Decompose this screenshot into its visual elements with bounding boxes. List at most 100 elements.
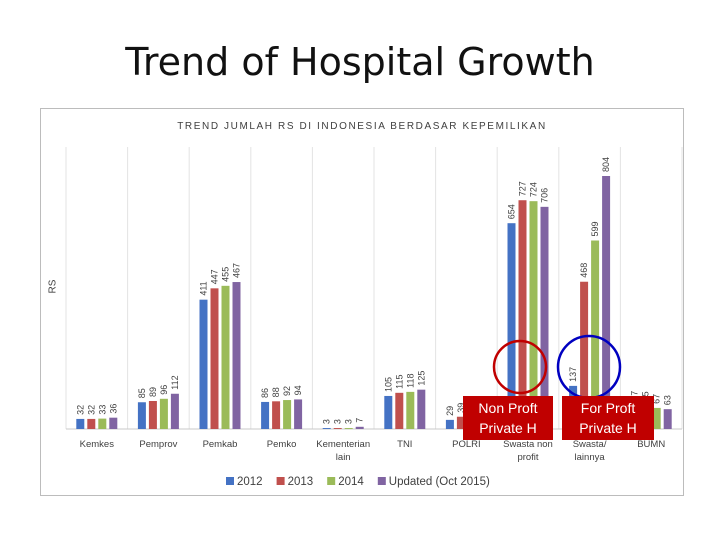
bar (272, 401, 281, 429)
x-tick-label: Pemkab (203, 439, 238, 450)
bar (232, 282, 241, 429)
x-tick-label: BUMN (637, 439, 665, 450)
legend-swatch (226, 477, 234, 485)
data-label: 137 (568, 367, 578, 382)
data-label: 411 (199, 281, 209, 295)
data-label: 94 (293, 385, 303, 395)
x-tick-label: Pemko (267, 439, 297, 450)
data-label: 33 (97, 405, 107, 415)
x-tick-label: profit (517, 452, 538, 463)
annotation-line: For Proft (580, 400, 636, 416)
bar (294, 399, 303, 429)
data-label: 92 (282, 386, 292, 396)
data-label: 115 (394, 374, 404, 388)
bar (652, 407, 661, 429)
bar (417, 389, 426, 429)
data-label: 32 (86, 405, 96, 415)
legend-label: 2013 (288, 476, 314, 488)
data-label: 67 (652, 394, 662, 404)
bar (221, 285, 230, 429)
chart-title: TREND JUMLAH RS DI INDONESIA BERDASAR KE… (177, 121, 547, 132)
data-label: 7 (355, 418, 365, 423)
bar (602, 176, 611, 429)
slide-title: Trend of Hospital Growth (125, 40, 595, 84)
data-label: 727 (518, 181, 528, 196)
bar (322, 428, 331, 429)
bar (87, 418, 96, 429)
bar (456, 416, 465, 429)
bar (507, 223, 516, 429)
bar (170, 393, 179, 429)
x-tick-label: Kementerian (316, 439, 370, 450)
data-label: 467 (232, 263, 242, 278)
data-label: 468 (579, 263, 589, 278)
bar (395, 392, 404, 429)
x-tick-label: Pemprov (139, 439, 177, 450)
annotation-line: Private H (479, 420, 537, 436)
data-label: 3 (322, 419, 332, 424)
data-label: 804 (601, 157, 611, 172)
bar (210, 288, 219, 429)
bar (76, 418, 85, 429)
data-label: 599 (590, 221, 600, 236)
non-profit-annotation: Non Proft Private H (463, 396, 553, 440)
bar (540, 206, 549, 429)
bar (344, 428, 353, 429)
bar (580, 281, 589, 429)
data-label: 29 (445, 406, 455, 416)
data-label: 724 (529, 182, 539, 197)
x-tick-label: lainnya (575, 452, 606, 463)
data-label: 447 (210, 269, 220, 284)
x-tick-label: Swasta/ (573, 439, 607, 450)
data-label: 125 (416, 371, 426, 386)
data-label: 3 (333, 419, 343, 424)
bar (333, 428, 342, 429)
bar (148, 400, 157, 429)
bar (384, 395, 393, 429)
data-label: 36 (108, 404, 118, 414)
bar (529, 201, 538, 429)
data-label: 89 (148, 387, 158, 397)
bar (199, 299, 208, 429)
bar (159, 398, 168, 429)
legend-label: 2014 (338, 476, 364, 488)
bar (261, 401, 270, 429)
data-label: 105 (383, 377, 393, 392)
bar (591, 240, 600, 429)
data-label: 96 (159, 385, 169, 395)
data-label: 654 (507, 204, 517, 219)
data-label: 118 (405, 374, 415, 388)
bar (663, 409, 672, 429)
x-tick-label: lain (336, 452, 351, 463)
for-profit-annotation: For Proft Private H (562, 396, 654, 440)
annotation-line: Private H (579, 420, 637, 436)
non-profit-circle (492, 339, 548, 395)
x-tick-label: Kemkes (80, 439, 115, 450)
data-label: 86 (260, 388, 270, 398)
bar (406, 391, 415, 429)
annotation-line: Non Proft (478, 400, 538, 416)
legend-label: Updated (Oct 2015) (389, 476, 490, 488)
data-label: 706 (540, 188, 550, 203)
bar (445, 419, 454, 429)
data-label: 3 (344, 419, 354, 424)
x-tick-label: Swasta non (503, 439, 553, 450)
data-label: 32 (75, 405, 85, 415)
legend-swatch (377, 477, 386, 485)
bar (98, 418, 107, 429)
legend-swatch (276, 477, 285, 485)
data-label: 455 (221, 267, 231, 282)
legend-swatch (327, 477, 336, 485)
data-label: 88 (271, 387, 281, 397)
chart-frame (40, 108, 684, 496)
data-label: 39 (456, 403, 466, 413)
bar (355, 426, 364, 429)
legend-label: 2012 (237, 476, 263, 488)
x-tick-label: TNI (397, 439, 412, 450)
data-label: 77 (630, 391, 640, 401)
data-label: 63 (663, 395, 673, 405)
x-tick-label: POLRI (452, 439, 481, 450)
bar (518, 200, 527, 429)
bar (283, 400, 292, 429)
bar (137, 402, 146, 429)
